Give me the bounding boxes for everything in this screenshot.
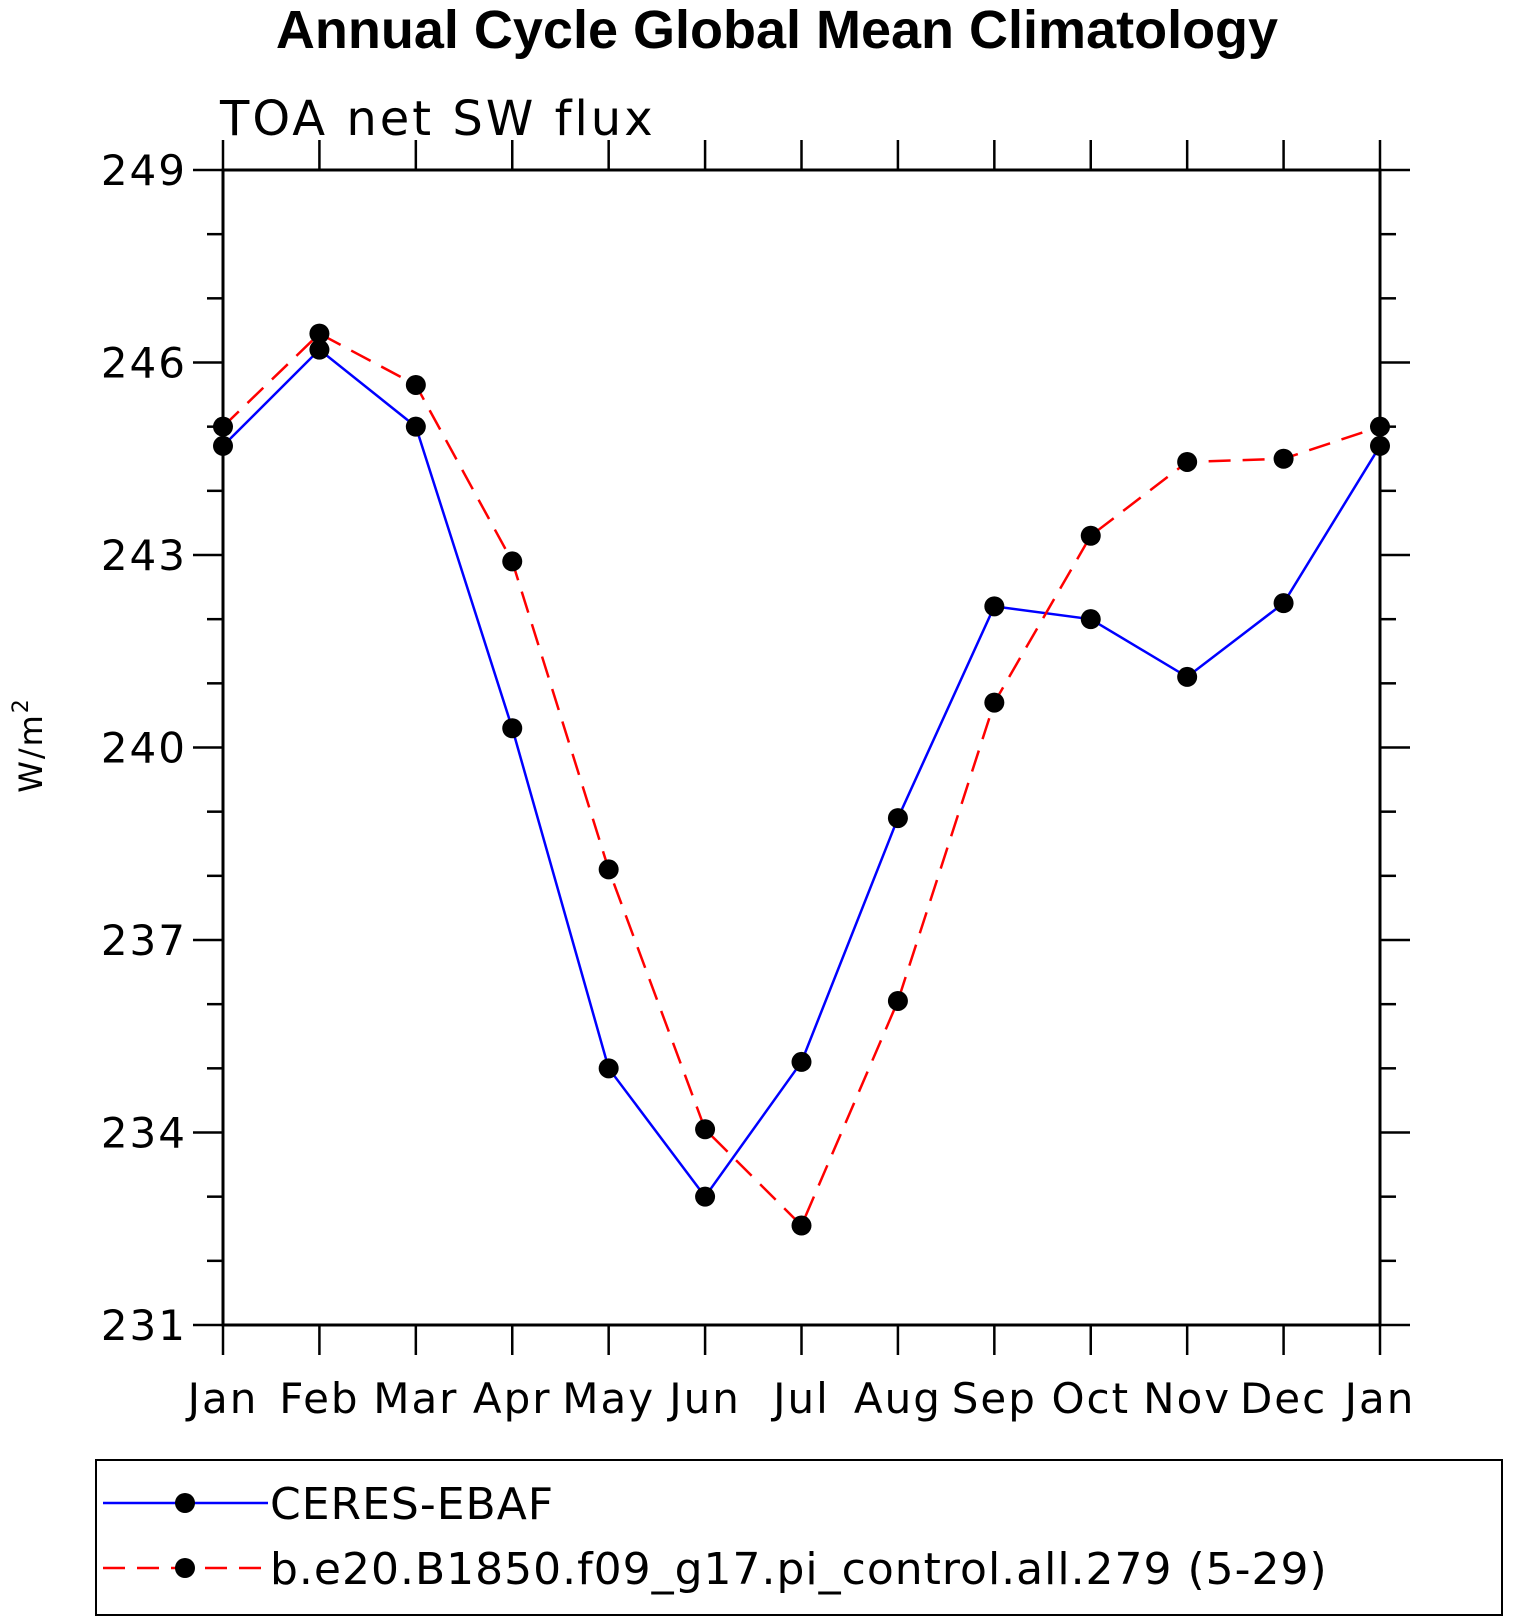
data-point xyxy=(984,692,1005,713)
chart-title: Annual Cycle Global Mean Climatology xyxy=(276,0,1278,60)
x-tick-label: Nov xyxy=(1143,1374,1231,1423)
x-tick-label: Jan xyxy=(1342,1374,1416,1423)
x-tick-label: Apr xyxy=(473,1374,552,1423)
data-point xyxy=(695,1119,716,1140)
y-axis-label-exponent: 2 xyxy=(9,697,34,713)
data-point xyxy=(1370,435,1390,456)
x-tick-label: Jun xyxy=(666,1374,741,1423)
y-tick-label: 240 xyxy=(101,724,187,773)
x-tick-label: May xyxy=(562,1374,655,1423)
data-point xyxy=(791,1215,812,1236)
x-tick-label: Mar xyxy=(373,1374,458,1423)
x-tick-label: Oct xyxy=(1051,1374,1130,1423)
data-point xyxy=(1080,609,1101,630)
y-tick-label: 246 xyxy=(101,339,187,388)
chart-subtitle: TOA net SW flux xyxy=(219,91,656,147)
data-point xyxy=(1273,448,1294,469)
data-point xyxy=(309,339,330,360)
data-point xyxy=(502,551,523,572)
y-tick-labels: 231 234 237 240 243 246 249 xyxy=(101,146,187,1350)
y-tick-label: 249 xyxy=(101,146,187,195)
x-tick-label: Dec xyxy=(1240,1374,1327,1423)
x-tick-label: Feb xyxy=(279,1374,359,1423)
data-point xyxy=(791,1051,812,1072)
data-point xyxy=(213,435,233,456)
x-tick-label: Jul xyxy=(770,1374,830,1423)
x-tick-labels: Jan Feb Mar Apr May Jun Jul Aug Sep Oct Nov Dec Jan xyxy=(185,1374,1416,1423)
legend-marker xyxy=(175,1558,195,1578)
data-point xyxy=(695,1186,716,1207)
y-axis-label: W/m2 xyxy=(9,697,50,793)
data-point xyxy=(887,808,908,829)
y-tick-label: 237 xyxy=(101,916,187,965)
y-tick-label: 231 xyxy=(101,1301,187,1350)
plot-frame xyxy=(221,168,1382,1327)
y-tick-label: 234 xyxy=(101,1109,187,1158)
data-point xyxy=(1177,451,1198,472)
legend-label: CERES-EBAF xyxy=(270,1479,554,1530)
data-point xyxy=(598,859,619,880)
data-point xyxy=(598,1058,619,1079)
legend-box xyxy=(95,1459,1503,1616)
legend: CERES-EBAF b.e20.B1850.f09_g17.pi_control… xyxy=(103,1479,1328,1595)
data-point xyxy=(405,374,426,395)
data-point xyxy=(887,990,908,1011)
data-point xyxy=(502,718,523,739)
data-point xyxy=(405,416,426,437)
legend-label: b.e20.B1850.f09_g17.pi_control.all.279 (… xyxy=(270,1544,1328,1595)
series-layer xyxy=(213,323,1390,1236)
data-point xyxy=(984,596,1005,617)
x-tick-label: Aug xyxy=(854,1374,942,1423)
y-axis-label-unit: W/m xyxy=(12,713,50,793)
data-point xyxy=(213,416,233,437)
data-point xyxy=(309,323,330,344)
axis-ticks xyxy=(193,140,1410,1355)
y-tick-label: 243 xyxy=(101,531,187,580)
data-point xyxy=(1370,416,1390,437)
data-point xyxy=(1273,593,1294,614)
data-point xyxy=(1177,666,1198,687)
x-tick-label: Jan xyxy=(185,1374,259,1423)
series-line-1 xyxy=(222,332,1381,1228)
x-tick-label: Sep xyxy=(952,1374,1037,1423)
legend-marker xyxy=(175,1493,195,1513)
data-point xyxy=(1080,525,1101,546)
